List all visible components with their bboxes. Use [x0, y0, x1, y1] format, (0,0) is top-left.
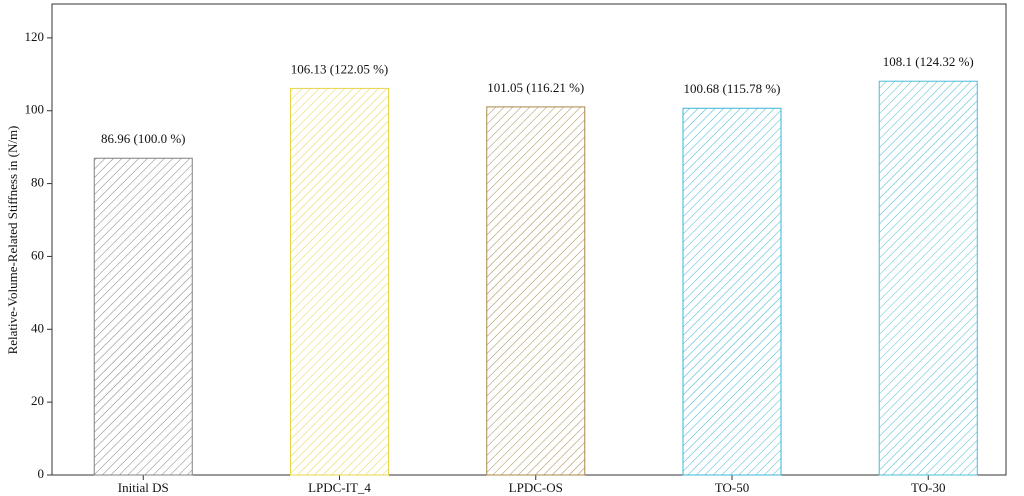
y-tick-label: 100 — [25, 102, 45, 117]
y-axis-label: Relative-Volume-Related Stiffness in (N/… — [5, 126, 20, 355]
x-tick-label: TO-30 — [911, 480, 945, 495]
bar — [93, 157, 193, 476]
value-label: 106.13 (122.05 %) — [291, 61, 389, 76]
y-tick-label: 40 — [31, 320, 44, 335]
bar — [682, 107, 782, 476]
x-tick-label: LPDC-IT_4 — [308, 480, 371, 495]
y-tick-label: 0 — [38, 466, 45, 481]
value-label: 100.68 (115.78 %) — [683, 81, 780, 96]
bar — [486, 106, 586, 476]
value-label: 101.05 (116.21 %) — [487, 80, 584, 95]
value-label: 86.96 (100.0 %) — [101, 131, 186, 146]
bar — [290, 87, 390, 476]
x-tick-label: Initial DS — [118, 480, 169, 495]
value-label: 108.1 (124.32 %) — [883, 54, 974, 69]
y-tick-label: 120 — [25, 29, 45, 44]
y-tick-label: 20 — [31, 393, 44, 408]
bar — [878, 80, 978, 476]
x-tick-label: TO-50 — [715, 480, 749, 495]
x-tick-label: LPDC-OS — [509, 480, 563, 495]
y-tick-label: 80 — [31, 175, 44, 190]
y-tick-label: 60 — [31, 247, 44, 262]
